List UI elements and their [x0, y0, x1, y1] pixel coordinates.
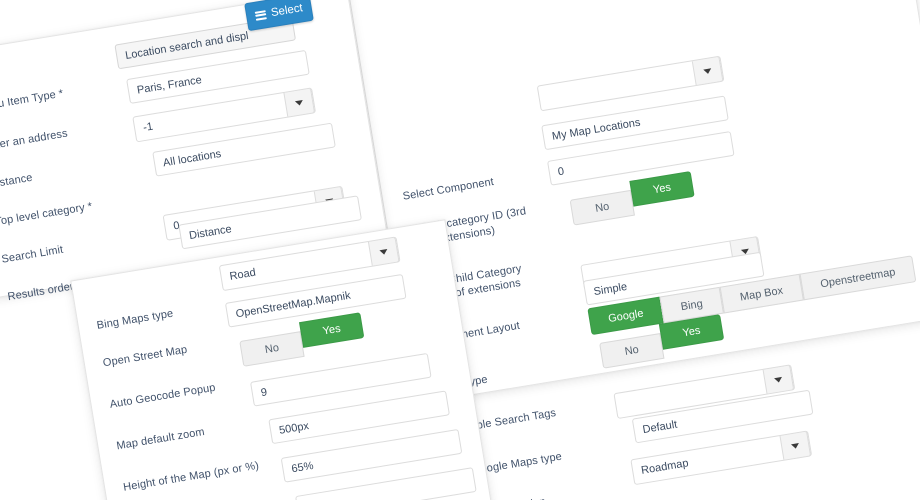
field-row-menu-item-type: Menu Item Type * [0, 78, 126, 116]
label-map-height: Height of the Map (px or %) [122, 459, 260, 494]
list-icon [254, 9, 267, 21]
field-row-map-height: Height of the Map (px or %) [122, 453, 302, 496]
label-select-component: Select Component [401, 176, 495, 203]
select-bing-maps-type-value: Road [228, 266, 257, 283]
field-row-select-component: Select Component [402, 165, 562, 204]
field-row-map-default-zoom: Map default zoom [116, 416, 266, 454]
chevron-down-icon[interactable] [779, 430, 812, 461]
toggle-option-yes[interactable]: Yes [629, 170, 695, 207]
label-enter-an-address: Enter an address [0, 127, 69, 154]
field-row-map-design: Map Design [486, 481, 636, 500]
chevron-down-icon[interactable] [367, 236, 400, 267]
field-row-auto-geocode-popup: Auto Geocode Popup [109, 375, 259, 413]
label-search-limit: Search Limit [0, 243, 65, 266]
label-open-street-map: Open Street Map [102, 343, 189, 370]
field-row-open-street-map: Open Street Map [102, 333, 252, 371]
label-map-default-zoom: Map default zoom [115, 426, 206, 453]
field-row-bing-maps-type: Bing Maps type [96, 296, 246, 334]
field-row-map-width: Width of the Map (px or %) [129, 494, 309, 500]
map-provider-openstreetmap[interactable]: Openstreetmap [799, 255, 917, 301]
field-row-top-level-category: Top level category * [0, 190, 155, 229]
toggle-option-no[interactable]: No [569, 189, 635, 226]
field-row-search-limit: Search Limit [1, 230, 151, 268]
label-distance: Distance [0, 171, 34, 191]
select-map-design-value: Roadmap [640, 457, 690, 477]
toggle-auto-geocode-popup[interactable]: No Yes [239, 312, 366, 367]
field-row-google-maps-type: Google Maps type [471, 441, 621, 479]
label-bing-maps-type: Bing Maps type [95, 307, 175, 332]
label-map-design: Map Design [486, 496, 547, 500]
chevron-down-icon[interactable] [283, 87, 316, 118]
toggle-option-yes[interactable]: Yes [298, 312, 365, 348]
label-auto-geocode-popup: Auto Geocode Popup [108, 381, 217, 411]
field-row-enter-address: Enter an address [0, 117, 133, 155]
select-button-label: Select [270, 2, 304, 20]
chevron-down-icon[interactable] [691, 55, 724, 87]
label-top-level-category: Top level category * [0, 200, 94, 229]
label-menu-item-type: Menu Item Type * [0, 87, 65, 114]
toggle-option-no[interactable]: No [599, 333, 665, 369]
select-distance-value: -1 [142, 120, 154, 135]
toggle-fetch-child-category[interactable]: No Yes [569, 170, 697, 226]
field-row-distance: Distance [0, 155, 139, 193]
chevron-down-icon[interactable] [762, 364, 795, 395]
